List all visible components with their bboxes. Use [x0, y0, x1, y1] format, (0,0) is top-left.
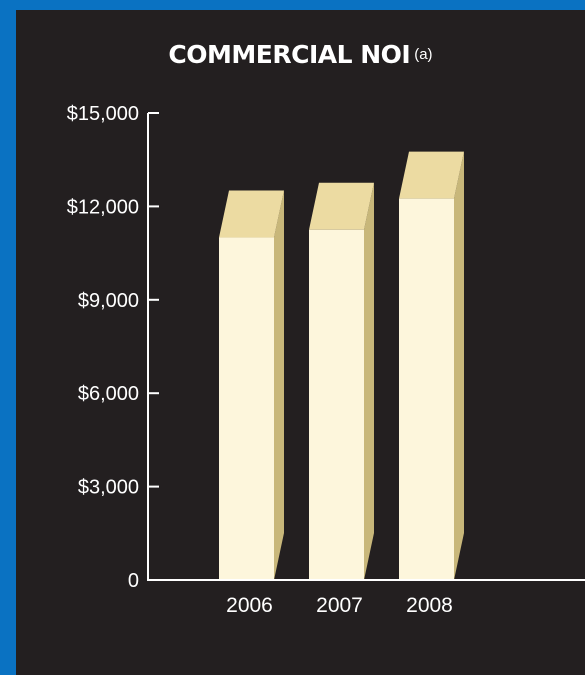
chart-title-note: (a) — [414, 46, 433, 63]
chart-title: COMMERCIAL NOI — [168, 40, 411, 69]
bar-2007 — [309, 182, 374, 580]
y-tick-label: $9,000 — [78, 290, 139, 312]
bar-top — [399, 151, 464, 199]
chart-bars — [219, 151, 464, 581]
y-tick-label: $12,000 — [67, 196, 139, 218]
y-tick-label: 0 — [128, 570, 139, 592]
chart-title-block: COMMERCIAL NOI (a) — [16, 40, 585, 69]
y-tick-label: $15,000 — [67, 103, 139, 125]
bar-2008 — [399, 151, 464, 580]
bar-side — [454, 151, 464, 580]
bar-top — [219, 190, 284, 238]
x-tick-label: 2008 — [406, 594, 453, 617]
bar-front — [399, 198, 454, 580]
y-tick-label: $6,000 — [78, 383, 139, 405]
bar-side — [364, 182, 374, 580]
x-tick-label: 2006 — [226, 594, 273, 617]
bar-side — [274, 190, 284, 581]
chart-panel: COMMERCIAL NOI (a) — [16, 10, 585, 675]
bar-top — [309, 182, 374, 230]
bar-front — [219, 237, 274, 581]
y-tick-label: $3,000 — [78, 477, 139, 499]
bar-front — [309, 229, 364, 580]
x-tick-label: 2007 — [316, 594, 363, 617]
chart-labels: 0 $3,000 $6,000 $9,000 $12,000 $15,000 2006 200… — [67, 103, 585, 617]
bar-2006 — [219, 190, 284, 581]
